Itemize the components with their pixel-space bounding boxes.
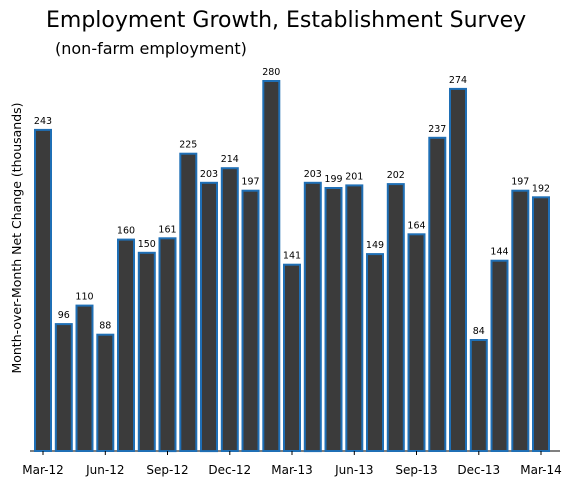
data-label-Jul-13: 149 [366, 240, 384, 251]
bar-Jan-14 [490, 259, 509, 453]
data-label-Oct-12: 225 [179, 140, 197, 151]
bar-Dec-12 [220, 167, 239, 452]
data-label-Jun-13: 201 [345, 171, 363, 182]
bar-Jan-13 [241, 189, 260, 452]
bar-Jul-13 [366, 253, 384, 452]
data-label-Jun-12: 88 [99, 321, 111, 332]
x-tick-label-Sep-13: Sep-13 [395, 463, 437, 477]
bar-Sep-12 [158, 237, 177, 453]
data-label-Feb-14: 197 [511, 177, 529, 188]
data-label-Jul-12: 160 [117, 226, 135, 237]
bar-Jun-13 [345, 184, 364, 452]
data-label-Mar-14: 192 [532, 183, 550, 194]
bar-Aug-13 [386, 183, 405, 452]
bar-Feb-13 [262, 80, 281, 452]
bar-Mar-12 [34, 128, 52, 452]
data-label-Mar-13: 141 [283, 251, 301, 262]
data-label-Aug-12: 150 [138, 239, 156, 250]
data-label-Nov-13: 274 [449, 75, 467, 86]
x-tick-label-Jun-13: Jun-13 [334, 463, 373, 477]
data-label-Feb-13: 280 [262, 67, 280, 78]
bar-Oct-13 [428, 136, 447, 453]
bar-Mar-14 [532, 196, 550, 452]
x-tick-labels: Mar-12 Jun-12 Sep-12 Dec-12 Mar-13 Jun-13 Sep-… [22, 451, 562, 477]
bar-May-12 [75, 304, 94, 452]
x-tick-label-Mar-13: Mar-13 [271, 463, 312, 477]
bar-Apr-12 [54, 323, 73, 453]
data-label-Dec-12: 214 [221, 154, 239, 165]
data-label-Sep-12: 161 [158, 224, 176, 235]
data-label-Jan-13: 197 [241, 177, 259, 188]
bar-Aug-12 [137, 251, 156, 452]
x-tick-label-Mar-12: Mar-12 [22, 463, 63, 477]
y-axis-label: Month-over-Month Net Change (thousands) [9, 102, 24, 373]
data-label-Sep-13: 164 [407, 220, 425, 231]
bar-Mar-13 [283, 263, 301, 453]
bar-Jul-12 [117, 238, 135, 452]
bar-Nov-12 [200, 181, 218, 453]
data-label-Aug-13: 202 [387, 170, 405, 181]
x-tick-label-Sep-12: Sep-12 [146, 463, 188, 477]
bar-Apr-13 [303, 181, 322, 453]
data-label-Dec-13: 84 [473, 326, 485, 337]
x-tick-label-Dec-13: Dec-13 [457, 463, 500, 477]
data-label-Nov-12: 203 [200, 169, 218, 180]
x-tick-label-Jun-12: Jun-12 [85, 463, 124, 477]
data-label-Apr-12: 96 [58, 310, 70, 321]
x-tick-label-Mar-14: Mar-14 [520, 463, 561, 477]
bar-Dec-13 [469, 339, 488, 452]
bar-Nov-13 [449, 87, 467, 453]
data-label-Mar-12: 243 [34, 116, 52, 127]
bar-May-13 [324, 187, 343, 452]
bar-Jun-12 [96, 333, 115, 453]
bar-Feb-14 [511, 189, 530, 452]
data-labels: 2439611088160150161225203214197280141203… [34, 67, 550, 337]
x-tick-label-Dec-12: Dec-12 [208, 463, 251, 477]
data-label-May-13: 199 [324, 174, 342, 185]
data-label-Apr-13: 203 [304, 169, 322, 180]
bars [34, 80, 550, 453]
data-label-May-12: 110 [75, 292, 93, 303]
chart-subtitle: (non-farm employment) [55, 39, 247, 58]
chart-title: Employment Growth, Establishment Survey [46, 8, 527, 33]
data-label-Jan-14: 144 [490, 247, 508, 258]
bar-Oct-12 [179, 152, 198, 452]
bar-Sep-13 [407, 233, 426, 452]
data-label-Oct-13: 237 [428, 124, 446, 135]
